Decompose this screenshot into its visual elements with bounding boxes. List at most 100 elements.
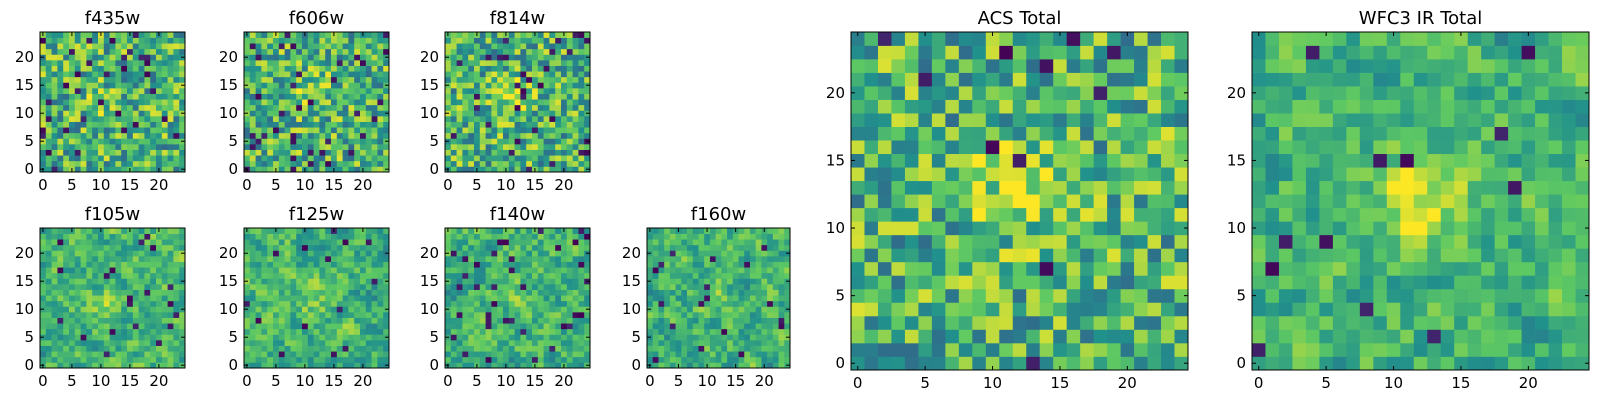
heatmap-cell: [86, 32, 93, 38]
heatmap-cell: [904, 207, 919, 222]
heatmap-cell: [704, 312, 711, 318]
heatmap-cell: [377, 261, 384, 268]
heatmap-cell: [167, 166, 174, 173]
heatmap-cell: [348, 334, 355, 341]
heatmap-cell: [377, 37, 384, 44]
heatmap-cell: [958, 342, 973, 357]
heatmap-cell: [485, 256, 492, 262]
heatmap-cell: [57, 116, 64, 122]
heatmap-cell: [514, 362, 521, 369]
heatmap-cell: [669, 317, 676, 324]
heatmap-cell: [121, 328, 128, 335]
heatmap-cell: [354, 65, 361, 72]
heatmap-cell: [761, 345, 768, 352]
heatmap-cell: [167, 256, 174, 262]
heatmap-cell: [255, 65, 262, 72]
heatmap-cell: [549, 65, 556, 72]
heatmap-cell: [51, 82, 58, 89]
heatmap-cell: [578, 99, 585, 106]
heatmap-cell: [566, 138, 573, 145]
heatmap-cell: [904, 288, 919, 303]
heatmap-cell: [864, 288, 879, 303]
heatmap-cell: [450, 99, 457, 106]
heatmap-cell: [360, 272, 367, 279]
heatmap-cell: [572, 48, 579, 55]
heatmap-cell: [278, 300, 285, 307]
heatmap-cell: [313, 345, 320, 352]
heatmap-cell: [86, 37, 93, 44]
heatmap-cell: [296, 317, 303, 324]
heatmap-cell: [877, 329, 892, 344]
heatmap-cell: [468, 351, 475, 358]
heatmap-cell: [1134, 180, 1148, 195]
heatmap-cell: [255, 54, 262, 61]
heatmap-cell: [138, 32, 145, 38]
heatmap-cell: [532, 82, 539, 89]
heatmap-cell: [491, 323, 498, 330]
heatmap-cell: [173, 261, 180, 268]
heatmap-cell: [456, 345, 463, 352]
heatmap-cell: [325, 328, 332, 335]
heatmap-cell: [365, 278, 372, 285]
heatmap-cell: [302, 88, 309, 94]
heatmap-cell: [319, 60, 326, 66]
heatmap-cell: [578, 60, 585, 66]
heatmap-cell: [249, 116, 256, 122]
heatmap-cell: [503, 289, 510, 296]
heatmap-cell: [526, 239, 533, 246]
heatmap-cell: [715, 295, 722, 302]
heatmap-cell: [468, 37, 475, 44]
heatmap-cell: [365, 138, 372, 145]
heatmap-cell: [80, 144, 87, 150]
heatmap-cell: [958, 167, 973, 182]
heatmap-cell: [1080, 356, 1094, 371]
heatmap-cell: [371, 43, 378, 50]
heatmap-cell: [462, 261, 469, 268]
heatmap-cell: [57, 132, 64, 139]
heatmap-cell: [1039, 275, 1054, 290]
heatmap-cell: [1093, 275, 1108, 290]
heatmap-cell: [127, 65, 134, 72]
heatmap-cell: [566, 306, 573, 313]
heatmap-cell: [532, 160, 539, 167]
heatmap-cell: [549, 60, 556, 66]
heatmap-cell: [456, 267, 463, 274]
heatmap-cell: [456, 328, 463, 335]
heatmap-cell: [456, 334, 463, 341]
heatmap-cell: [302, 110, 309, 117]
heatmap-cell: [526, 334, 533, 341]
heatmap-cell: [109, 149, 116, 156]
heatmap-cell: [715, 340, 722, 346]
heatmap-cell: [173, 60, 180, 66]
heatmap-cell: [63, 138, 70, 145]
heatmap-cell: [1134, 342, 1148, 357]
heatmap-cell: [144, 312, 151, 318]
heatmap-cell: [647, 272, 654, 279]
heatmap-cell: [767, 228, 774, 234]
heatmap-cell: [302, 284, 309, 290]
heatmap-cell: [284, 233, 291, 240]
heatmap-cell: [566, 110, 573, 117]
heatmap-cell: [307, 93, 314, 100]
heatmap-cell: [572, 272, 579, 279]
heatmap-cell: [144, 256, 151, 262]
heatmap-cell: [508, 71, 515, 78]
heatmap-cell: [503, 121, 510, 128]
heatmap-cell: [336, 82, 343, 89]
heatmap-cell: [578, 93, 585, 100]
heatmap-cell: [692, 284, 699, 290]
heatmap-cell: [664, 289, 671, 296]
heatmap-cell: [167, 334, 174, 341]
heatmap-cell: [325, 239, 332, 246]
heatmap-cell: [255, 356, 262, 363]
heatmap-cell: [278, 239, 285, 246]
heatmap-cell: [80, 323, 87, 330]
heatmap-cell: [450, 312, 457, 318]
heatmap-cell: [290, 278, 297, 285]
heatmap-cell: [479, 351, 486, 358]
heatmap-cell: [508, 228, 515, 234]
heatmap-cell: [103, 43, 110, 50]
heatmap-cell: [681, 278, 688, 285]
heatmap-cell: [278, 93, 285, 100]
heatmap-cell: [749, 228, 757, 234]
